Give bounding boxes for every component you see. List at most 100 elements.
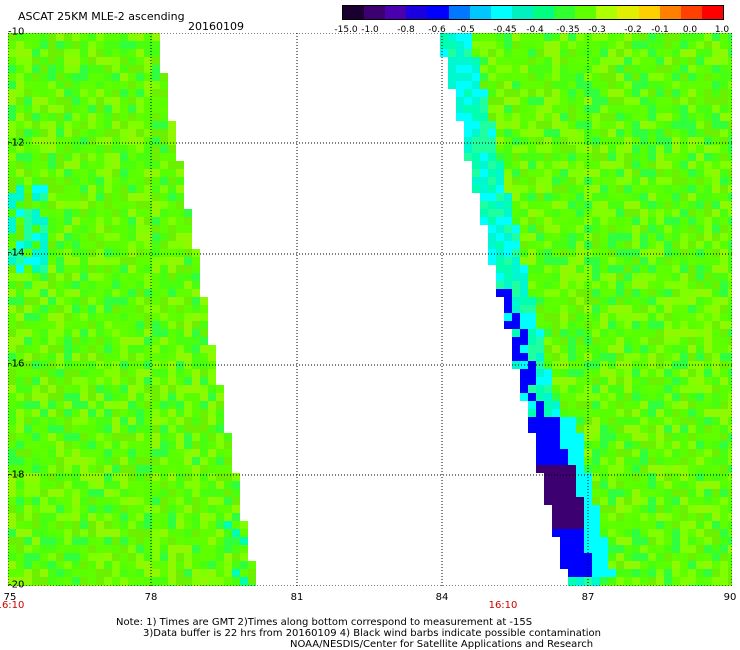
left-swath-cell [96,81,104,89]
left-swath-cell [136,281,144,289]
right-swath-cell [512,57,520,65]
right-swath-cell [536,193,544,201]
right-swath-cell [560,265,568,273]
right-swath-cell [496,145,504,153]
right-swath-cell [640,569,648,577]
left-swath-cell [16,57,24,65]
right-swath-cell [480,41,488,49]
right-swath-cell [632,305,640,313]
right-swath-cell [672,553,680,561]
left-swath-cell [104,33,112,41]
right-swath-cell [720,377,728,385]
left-swath-cell [136,193,144,201]
right-swath-cell [608,169,616,177]
right-swath-cell [688,577,696,585]
left-swath-cell [152,105,160,113]
right-swath-cell [568,233,576,241]
left-swath-cell [104,145,112,153]
left-swath-cell [48,89,56,97]
right-swath-cell [520,393,528,401]
right-swath-cell [616,129,624,137]
right-swath-cell [656,241,664,249]
right-swath-cell [656,401,664,409]
left-swath-cell [168,201,176,209]
left-swath-cell [136,257,144,265]
left-swath-cell [184,449,192,457]
left-swath-cell [112,377,120,385]
left-swath-cell [176,345,184,353]
left-swath-cell [192,481,200,489]
left-swath-cell [96,449,104,457]
left-swath-cell [96,393,104,401]
right-swath-cell [624,257,632,265]
left-swath-cell [128,577,136,585]
left-swath-cell [80,337,88,345]
left-swath-cell [168,305,176,313]
right-swath-cell [640,329,648,337]
left-swath-cell [160,105,168,113]
left-swath-cell [40,73,48,81]
color-scale-swatch [448,6,470,19]
left-swath-cell [208,465,216,473]
right-swath-cell [512,281,520,289]
right-swath-cell [624,417,632,425]
right-swath-cell [544,217,552,225]
left-swath-cell [176,529,184,537]
lon-tick: 84 [435,592,449,603]
left-swath-cell [72,345,80,353]
right-swath-cell [464,41,472,49]
right-swath-cell [480,185,488,193]
right-swath-cell [648,473,656,481]
right-swath-cell [640,41,648,49]
right-swath-cell [528,161,536,169]
right-swath-cell [640,137,648,145]
left-swath-cell [48,417,56,425]
right-swath-cell [568,441,576,449]
right-swath-cell [664,577,672,585]
left-swath-cell [192,449,200,457]
right-swath-cell [560,425,568,433]
left-swath-cell [40,321,48,329]
right-swath-cell [712,377,720,385]
left-swath-cell [216,585,224,586]
left-swath-cell [16,409,24,417]
right-swath-cell [592,377,600,385]
time-label: 16:10 [0,600,25,611]
right-swath-cell [688,217,696,225]
left-swath-cell [8,225,16,233]
left-swath-cell [40,57,48,65]
left-swath-cell [48,521,56,529]
right-swath-cell [720,513,728,521]
right-swath-cell [680,273,688,281]
left-swath-cell [144,289,152,297]
right-swath-cell [552,361,560,369]
right-swath-cell [552,345,560,353]
left-swath-cell [8,465,16,473]
left-swath-cell [80,409,88,417]
right-swath-cell [472,57,480,65]
right-swath-cell [680,489,688,497]
left-swath-cell [168,121,176,129]
left-swath-cell [208,433,216,441]
right-swath-cell [656,345,664,353]
right-swath-cell [632,321,640,329]
left-swath-cell [8,577,16,585]
right-swath-cell [712,521,720,529]
right-swath-cell [536,425,544,433]
left-swath-cell [184,505,192,513]
left-swath-cell [72,81,80,89]
right-swath-cell [672,161,680,169]
right-swath-cell [656,113,664,121]
left-swath-cell [96,513,104,521]
right-swath-cell [648,521,656,529]
right-swath-cell [664,257,672,265]
right-swath-cell [664,537,672,545]
left-swath-cell [96,561,104,569]
right-swath-cell [600,401,608,409]
right-swath-cell [584,217,592,225]
right-swath-cell [600,505,608,513]
right-swath-cell [640,313,648,321]
right-swath-cell [680,153,688,161]
right-swath-cell [688,345,696,353]
right-swath-cell [600,153,608,161]
